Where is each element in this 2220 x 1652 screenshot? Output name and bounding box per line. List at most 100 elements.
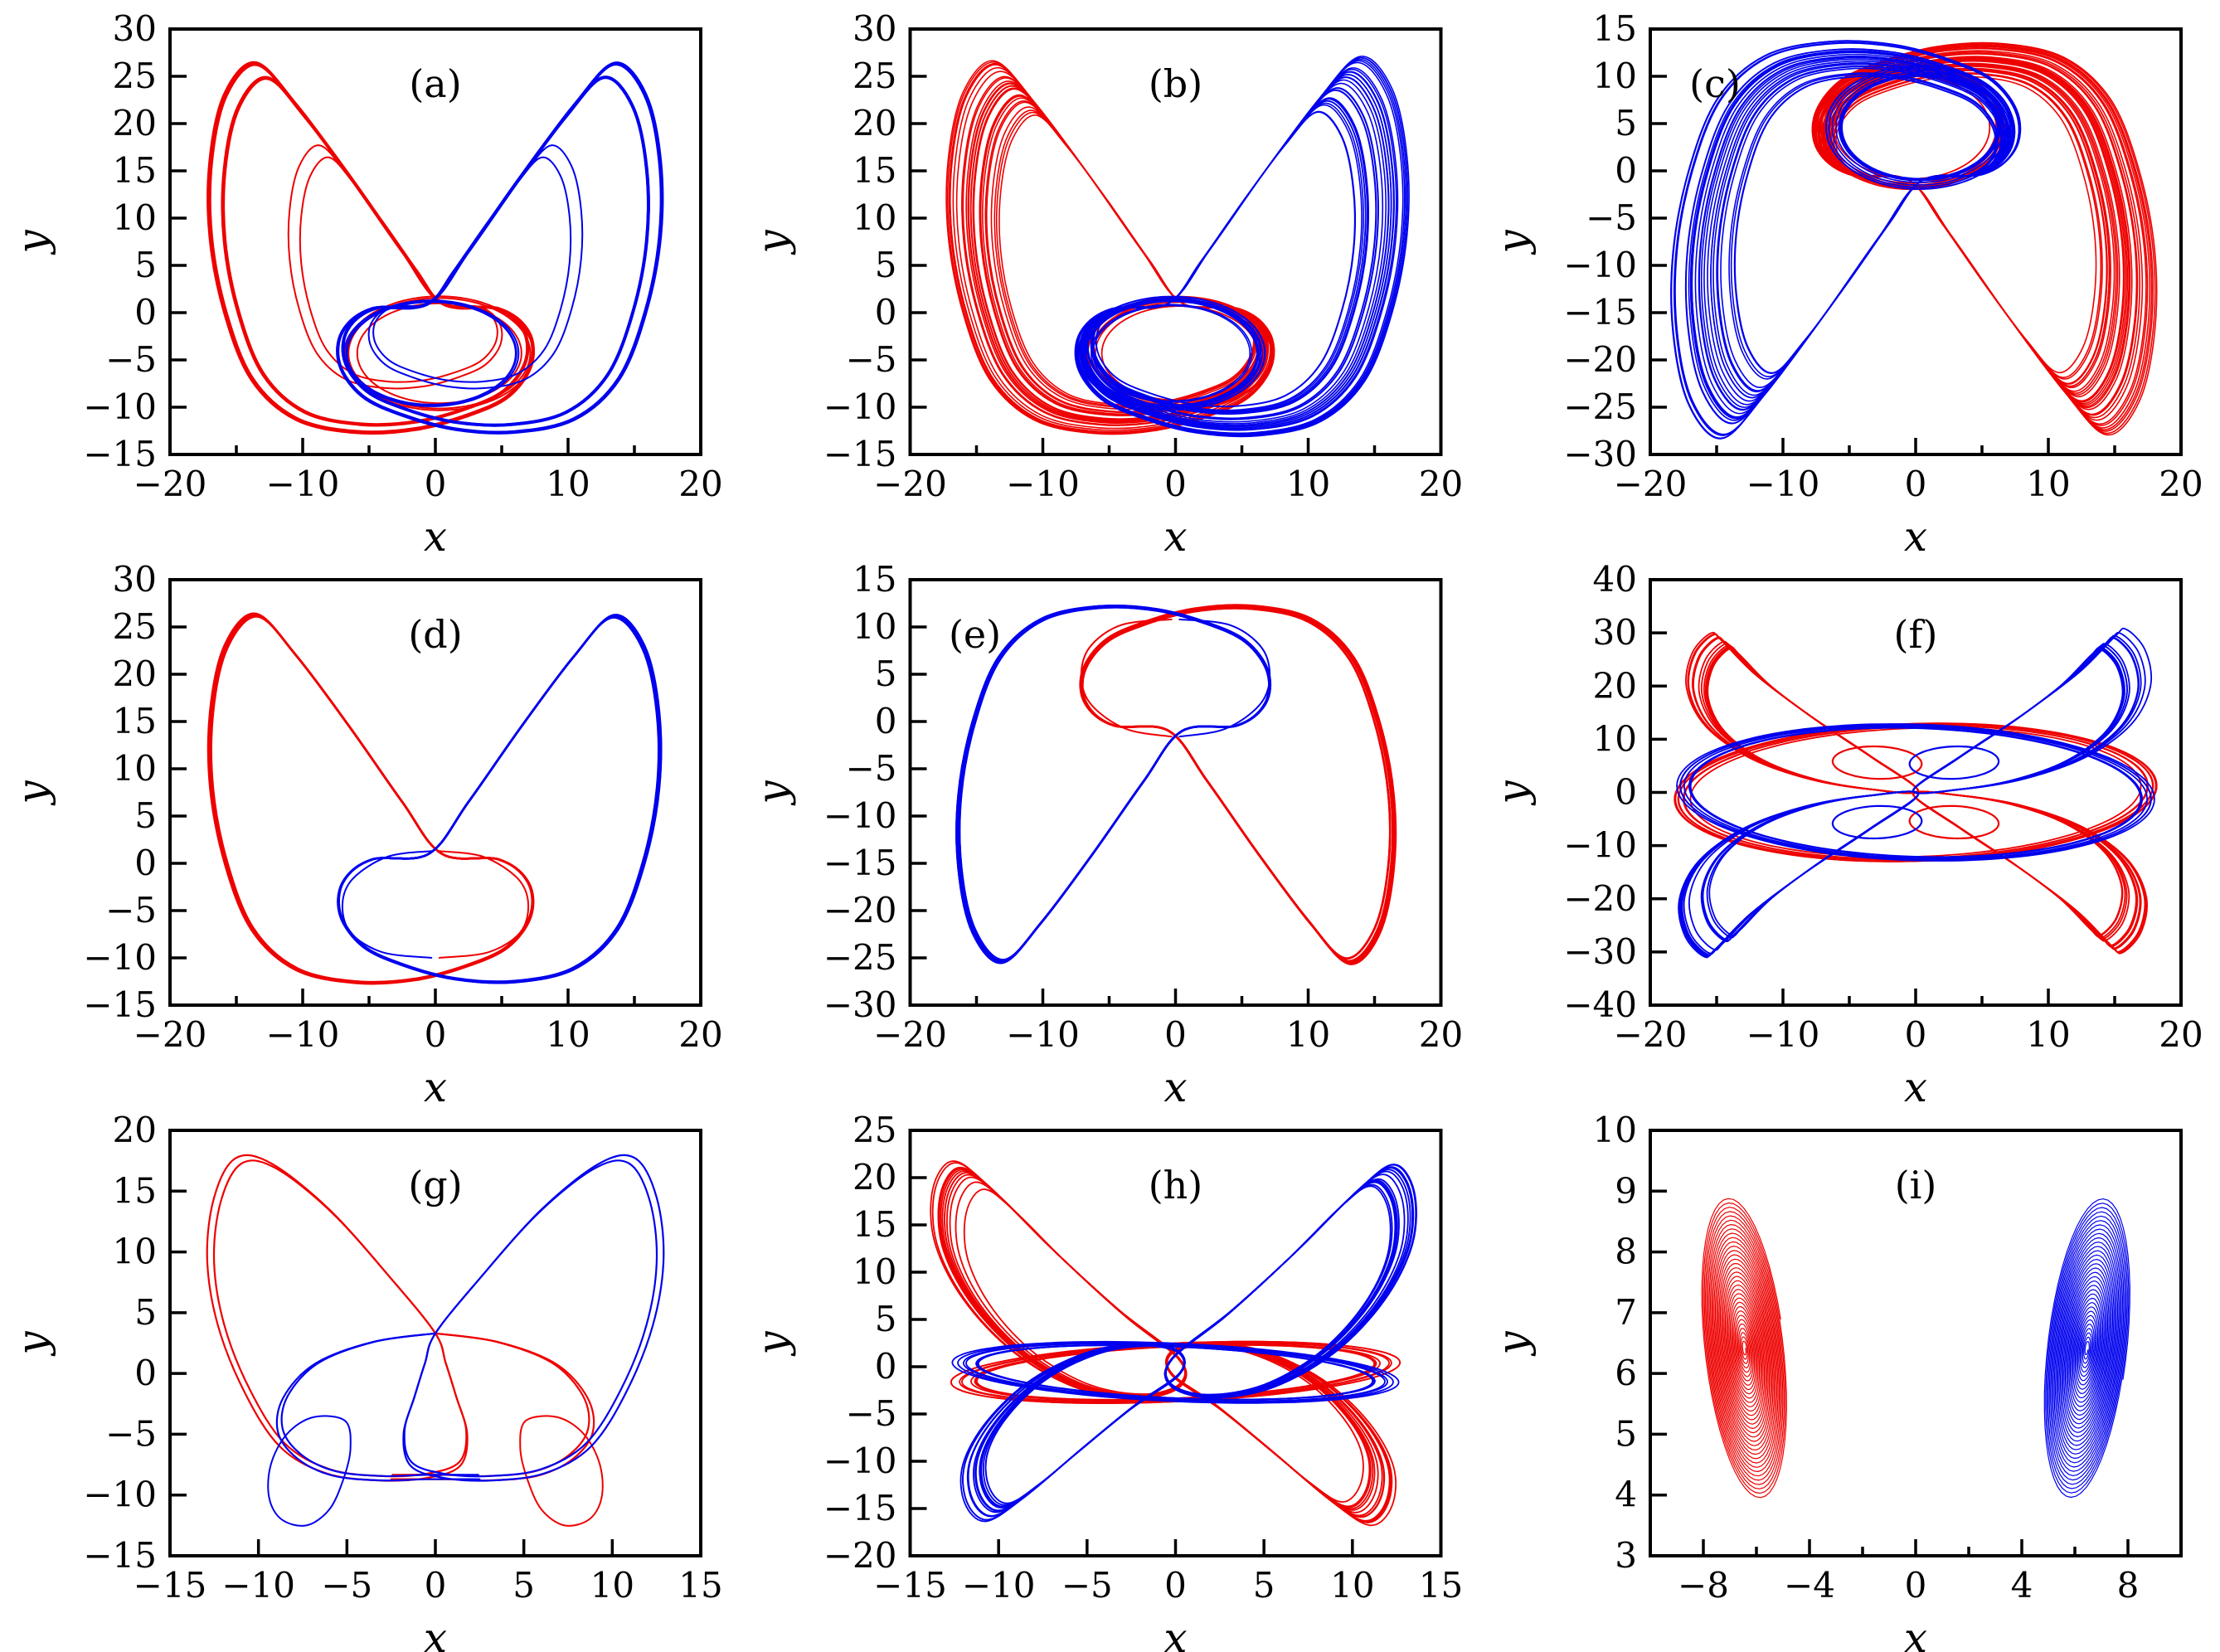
trajectory-path	[1166, 1345, 1364, 1503]
trajectory-path	[438, 850, 530, 959]
trajectory-path	[1733, 75, 1997, 374]
phase-portrait-e: −20 −10 0 10 20 −30 −25 −20 −15 −10 −5 0 5 10 15 x y (e)	[749, 559, 1464, 1101]
panel-h: −15 −10 −5 0 5 10 15 −20 −15 −10 −5 0 5 10 15 20 25 x y (h)	[740, 1101, 1480, 1652]
trajectory-path	[1691, 51, 2014, 419]
trajectory-path	[1674, 722, 2158, 862]
trajectory-path	[299, 156, 498, 383]
trajectory-path	[1087, 89, 1377, 420]
trajectory-path	[336, 61, 664, 435]
axes	[1649, 578, 2183, 1007]
y-tick-label: −30	[823, 984, 897, 1025]
panel-label: (d)	[408, 612, 462, 657]
trajectory-path	[979, 1344, 1185, 1509]
y-tick-label: −5	[846, 748, 897, 789]
x-tick-label: −5	[1061, 1565, 1113, 1606]
trajectory-path	[955, 605, 1272, 964]
trajectory-path	[391, 1332, 590, 1478]
trajectory-path	[1912, 644, 2128, 794]
x-tick-label: 0	[425, 464, 447, 504]
y-tick-label: −10	[823, 795, 897, 836]
trajectory-path	[1166, 1344, 1371, 1508]
trajectory-path	[1912, 636, 2140, 794]
phase-portrait-c: −20 −10 0 10 20 −30 −25 −20 −15 −10 −5 0 5 10 15 x y (c)	[1489, 8, 2203, 551]
x-axis-label: x	[424, 1614, 447, 1652]
trajectory-path	[1812, 42, 2156, 435]
x-tick-label: 10	[1330, 1565, 1374, 1606]
trajectory-path	[1912, 790, 2130, 942]
y-tick-label: 25	[853, 1110, 896, 1150]
trajectory-path	[986, 101, 1260, 413]
trajectory-path	[1700, 642, 1919, 794]
trajectory-path	[1704, 645, 1919, 794]
x-tick-label: 10	[2026, 464, 2070, 504]
trajectory-path	[1716, 65, 2004, 393]
trajectory-path	[1734, 75, 1997, 374]
trajectory-path	[207, 613, 535, 984]
trajectory-path	[1083, 79, 1387, 425]
x-tick-label: 0	[1164, 1014, 1187, 1055]
x-tick-label: −20	[134, 464, 207, 504]
x-tick-label: −20	[1614, 464, 1688, 504]
trajectory-path	[347, 297, 532, 410]
y-tick-label: 5	[875, 1299, 897, 1339]
trajectory-path	[1835, 75, 2097, 374]
trajectory-path	[372, 156, 572, 383]
y-tick-label: 10	[853, 606, 896, 647]
panel-label: (f)	[1894, 612, 1938, 657]
y-tick-label: −10	[1563, 825, 1637, 866]
trajectory-path	[1683, 725, 2148, 860]
trajectory-path	[1081, 607, 1392, 960]
trajectory-path	[1912, 643, 2130, 794]
y-tick-label: 8	[1615, 1232, 1637, 1272]
trajectory-path	[1912, 790, 2139, 948]
trajectory-path	[341, 850, 433, 959]
panel-i: −8 −4 0 4 8 3 4 5 6 7 8 9 10 x y (i)	[1480, 1101, 2220, 1652]
trajectory-path	[982, 1344, 1185, 1506]
x-tick-label: −10	[266, 1014, 340, 1055]
y-tick-label: −20	[823, 890, 897, 930]
panel-label: (a)	[409, 61, 461, 106]
trajectory-path	[1823, 58, 2129, 406]
x-tick-label: −8	[1678, 1565, 1729, 1606]
y-tick-label: 10	[113, 1232, 157, 1272]
x-tick-label: 8	[2117, 1565, 2140, 1606]
trajectory-path	[979, 1344, 1185, 1509]
y-tick-label: 5	[875, 654, 897, 694]
y-tick-label: 25	[113, 56, 157, 96]
trajectory-path	[1087, 90, 1377, 420]
y-tick-label: 20	[113, 1110, 157, 1150]
trajectory-path	[1824, 60, 2125, 403]
trajectory-path	[968, 83, 1266, 423]
trajectory-path	[976, 1344, 1375, 1401]
trajectory-path	[1178, 618, 1271, 738]
trajectory-path	[343, 299, 520, 407]
y-axis-label: y	[1489, 780, 1537, 806]
trajectory-path	[1720, 67, 2002, 388]
trajectory-path	[1676, 723, 2155, 862]
trajectory-path	[337, 614, 663, 984]
x-tick-label: 20	[2159, 1014, 2203, 1055]
y-tick-label: 5	[134, 245, 157, 285]
trajectory-path	[957, 605, 1271, 962]
x-tick-label: −4	[1784, 1565, 1835, 1606]
y-tick-label: 10	[1593, 718, 1637, 759]
trajectory-path	[212, 1159, 468, 1478]
x-tick-label: 10	[546, 464, 590, 504]
y-tick-label: −25	[1563, 386, 1637, 427]
y-tick-label: 0	[875, 701, 897, 741]
trajectory-path	[208, 62, 535, 435]
tick-labels: −20 −10 0 10 20 −30 −25 −20 −15 −10 −5 0 5 10 15	[823, 559, 1463, 1055]
trajectory-path	[1912, 646, 2125, 794]
y-tick-label: 10	[1593, 1110, 1637, 1150]
trajectory-path	[221, 76, 529, 426]
trajectory-path	[1092, 304, 1251, 402]
trajectory-path	[1092, 104, 1363, 411]
x-axis-label: x	[1163, 1614, 1187, 1652]
y-tick-label: 30	[1593, 612, 1637, 653]
panel-g: −15 −10 −5 0 5 10 15 −15 −10 −5 0 5 10 15 20 x y (g)	[0, 1101, 740, 1652]
x-axis-label: x	[424, 513, 447, 551]
panel-label: (c)	[1689, 61, 1741, 106]
series-blue-butterfly-attractor	[951, 1164, 1417, 1523]
y-tick-label: −15	[83, 984, 157, 1025]
